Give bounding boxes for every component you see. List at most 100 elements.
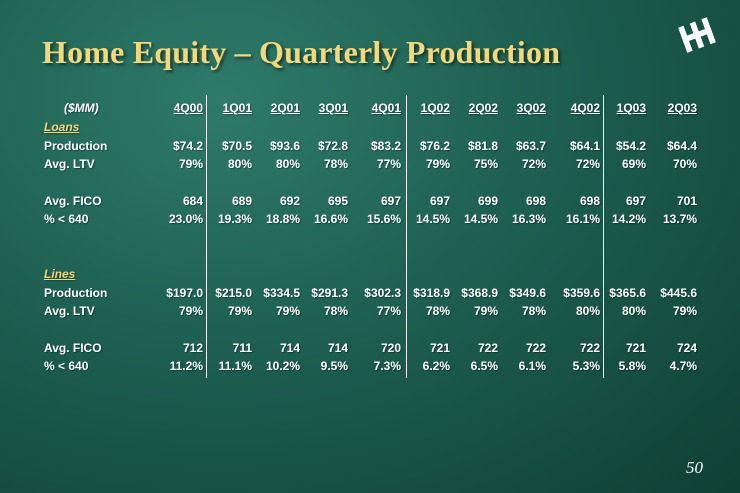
table-cell: 7.3% xyxy=(373,359,401,373)
table-cell: $197.0 xyxy=(166,286,203,300)
table-cell: 77% xyxy=(376,157,401,171)
divider-line xyxy=(206,95,207,378)
table-cell: 72% xyxy=(521,157,546,171)
column-header: 2Q03 xyxy=(667,101,697,115)
table-cell: $81.8 xyxy=(467,139,498,153)
table-cell: $318.9 xyxy=(413,286,450,300)
table-cell: 79% xyxy=(425,157,450,171)
table-cell: 10.2% xyxy=(265,359,300,373)
table-cell: 689 xyxy=(231,194,252,208)
column-header: 4Q01 xyxy=(371,101,401,115)
table-cell: 78% xyxy=(323,157,348,171)
table-cell: $64.1 xyxy=(569,139,600,153)
column-header: 1Q02 xyxy=(420,101,450,115)
table-cell: $365.6 xyxy=(609,286,646,300)
slide-title: Home Equity – Quarterly Production xyxy=(42,34,561,70)
table-cell: 78% xyxy=(323,304,348,318)
table-cell: $445.6 xyxy=(660,286,697,300)
table-cell: 15.6% xyxy=(366,212,401,226)
row-label: Production xyxy=(44,139,108,153)
table-cell: 80% xyxy=(227,157,252,171)
section-label-lines: Lines xyxy=(44,267,76,281)
table-cell: 9.5% xyxy=(320,359,348,373)
column-header: 3Q01 xyxy=(318,101,348,115)
table-cell: 79% xyxy=(178,157,203,171)
table-cell: 77% xyxy=(376,304,401,318)
table-cell: 712 xyxy=(182,341,203,355)
table-cell: 697 xyxy=(429,194,450,208)
table-cell: $64.4 xyxy=(666,139,697,153)
column-header: 1Q03 xyxy=(616,101,646,115)
table-cell: 79% xyxy=(227,304,252,318)
company-logo-icon xyxy=(678,17,716,53)
table-cell: 72% xyxy=(575,157,600,171)
table-cell: $215.0 xyxy=(215,286,252,300)
table-cell: 6.5% xyxy=(470,359,498,373)
table-cell: 5.8% xyxy=(618,359,646,373)
column-header: 4Q00 xyxy=(173,101,203,115)
table-cell: 79% xyxy=(473,304,498,318)
table-cell: 16.3% xyxy=(511,212,546,226)
table-cell: 697 xyxy=(380,194,401,208)
table-cell: 722 xyxy=(579,341,600,355)
table-cell: 13.7% xyxy=(662,212,697,226)
column-header: 2Q01 xyxy=(270,101,300,115)
table-cell: 18.8% xyxy=(265,212,300,226)
table-cell: 14.2% xyxy=(611,212,646,226)
table-cell: $63.7 xyxy=(515,139,546,153)
column-header: 1Q01 xyxy=(222,101,252,115)
table-cell: 722 xyxy=(477,341,498,355)
table-cell: 14.5% xyxy=(415,212,450,226)
table-cell: 698 xyxy=(525,194,546,208)
table-cell: 698 xyxy=(579,194,600,208)
table-cell: 78% xyxy=(425,304,450,318)
page-number: 50 xyxy=(686,458,703,477)
table-cell: 11.1% xyxy=(218,359,252,373)
section-label-loans: Loans xyxy=(44,120,80,134)
column-header: 3Q02 xyxy=(516,101,546,115)
table-cell: $70.5 xyxy=(221,139,252,153)
table-cell: 80% xyxy=(621,304,646,318)
table-cell: $74.2 xyxy=(172,139,203,153)
table-cell: 701 xyxy=(676,194,697,208)
units-label: ($MM) xyxy=(64,101,99,115)
table-cell: 722 xyxy=(525,341,546,355)
table-cell: 699 xyxy=(477,194,498,208)
table-cell: 14.5% xyxy=(463,212,498,226)
table-cell: $54.2 xyxy=(615,139,646,153)
table-cell: $349.6 xyxy=(509,286,546,300)
table-cell: $334.5 xyxy=(263,286,300,300)
table-cell: 724 xyxy=(676,341,697,355)
table-cell: 23.0% xyxy=(168,212,203,226)
table-cell: 6.1% xyxy=(518,359,546,373)
table-cell: 16.1% xyxy=(565,212,600,226)
row-label: Production xyxy=(44,286,108,300)
table-cell: 75% xyxy=(473,157,498,171)
column-header: 4Q02 xyxy=(570,101,600,115)
table-cell: 714 xyxy=(327,341,348,355)
table-cell: 721 xyxy=(625,341,646,355)
table-cell: 5.3% xyxy=(572,359,600,373)
table-cell: 79% xyxy=(672,304,697,318)
divider-line xyxy=(603,95,604,378)
table-cell: $93.6 xyxy=(269,139,300,153)
table-cell: 80% xyxy=(575,304,600,318)
table-cell: 79% xyxy=(275,304,300,318)
row-label: % < 640 xyxy=(44,212,89,226)
divider-line xyxy=(406,95,407,378)
table-cell: 69% xyxy=(621,157,646,171)
table-cell: 721 xyxy=(429,341,450,355)
table-cell: 19.3% xyxy=(217,212,252,226)
table-cell: 711 xyxy=(232,341,252,355)
row-label: Avg. LTV xyxy=(44,157,95,171)
row-label: Avg. FICO xyxy=(44,194,102,208)
table-cell: $291.3 xyxy=(311,286,348,300)
table-cell: 695 xyxy=(327,194,348,208)
table-cell: 4.7% xyxy=(669,359,697,373)
table-cell: 80% xyxy=(275,157,300,171)
row-label: % < 640 xyxy=(44,359,89,373)
table-cell: $72.8 xyxy=(317,139,348,153)
table-cell: $368.9 xyxy=(461,286,498,300)
table-cell: 6.2% xyxy=(422,359,450,373)
